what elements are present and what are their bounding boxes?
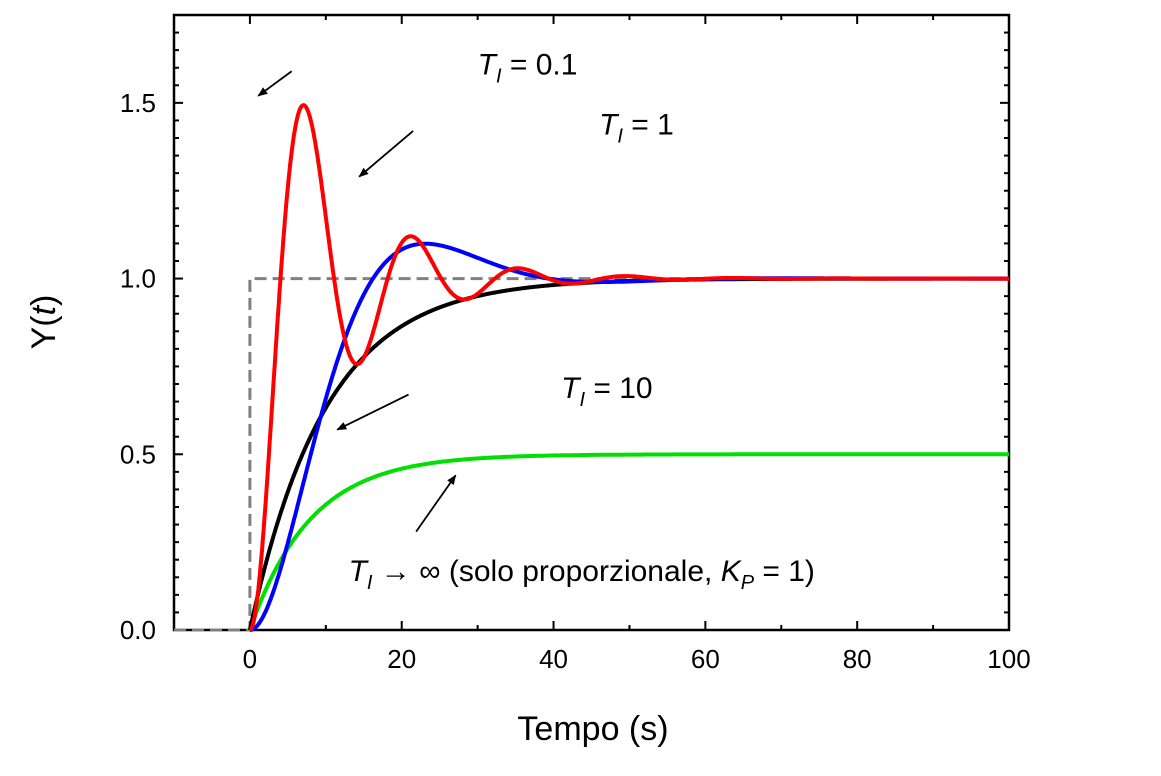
y-axis-title-main: Y( — [25, 315, 63, 350]
x-axis-title: Tempo (s) — [517, 710, 668, 748]
annotation-arrow — [257, 70, 293, 97]
minor-ticks — [173, 14, 1009, 630]
x-tick-labels: 0 20 40 60 80 100 — [243, 644, 1031, 674]
annotation-arrow — [415, 474, 457, 533]
x-tick-label: 100 — [987, 644, 1030, 674]
y-axis-title: Y(t) — [25, 295, 63, 350]
series-line — [248, 452, 1011, 631]
annotation-label: TI = 10 — [561, 372, 652, 411]
y-tick-label: 1.5 — [120, 88, 156, 118]
x-tick-label: 80 — [843, 644, 872, 674]
series-line — [248, 103, 1011, 632]
x-tick-label: 40 — [539, 644, 568, 674]
y-tick-label: 0.0 — [120, 615, 156, 645]
plot-frame — [172, 13, 1011, 632]
reference-step-line — [174, 277, 1009, 632]
y-axis-title-close: ) — [25, 295, 63, 306]
y-tick-labels: 0.0 0.5 1.0 1.5 — [120, 88, 156, 645]
y-tick-label: 0.5 — [120, 439, 156, 469]
x-tick-label: 60 — [691, 644, 720, 674]
annotation-arrow — [336, 393, 409, 431]
series-layer — [174, 103, 1011, 632]
annotation-label: TI → ∞ (solo proporzionale, KP = 1) — [349, 555, 815, 594]
annotation-layer: TI = 0.1 TI = 1 TI = 10 TI → ∞ (solo propor… — [257, 49, 815, 594]
x-tick-label: 0 — [243, 644, 257, 674]
annotation-label: TI = 1 — [599, 108, 674, 147]
plot-area: TI = 0.1 TI = 1 TI = 10 TI → ∞ (solo propor… — [172, 13, 1011, 632]
annotation-label: TI = 0.1 — [478, 49, 578, 88]
y-tick-label: 1.0 — [120, 264, 156, 294]
y-axis-title-var: t — [25, 304, 63, 315]
annotation-arrow — [358, 130, 414, 178]
x-tick-label: 20 — [387, 644, 416, 674]
